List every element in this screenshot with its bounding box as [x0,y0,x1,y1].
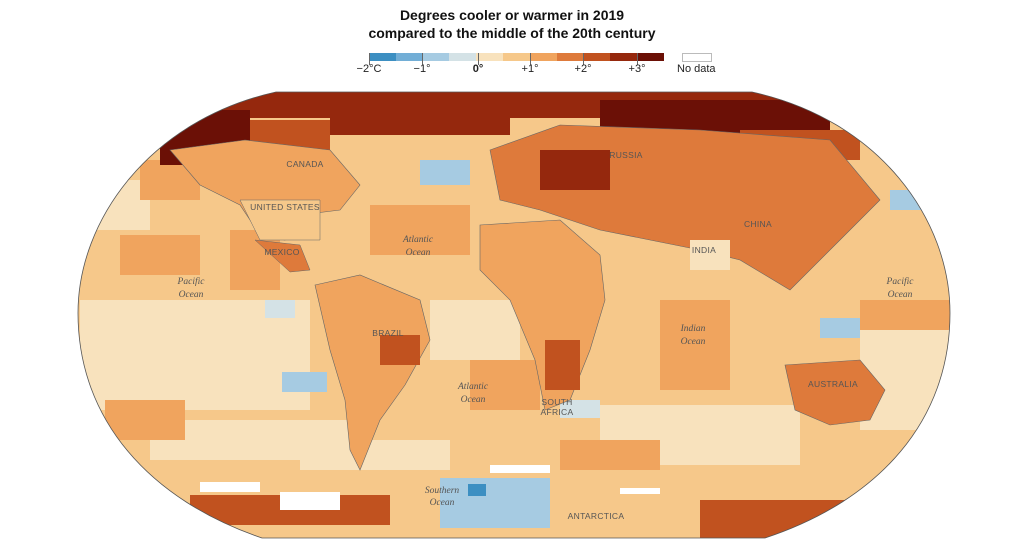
label-pacific-east-line2: Ocean [888,290,913,300]
temp-cell [545,340,580,390]
label-australia: AUSTRALIA [808,379,858,389]
no-data-cell [490,465,550,473]
temp-cell [560,440,660,470]
no-data-cell [620,488,660,494]
temp-cell [860,300,950,330]
label-atlantic-north-line2: Ocean [406,248,431,258]
legend: −2°C −1° 0° +1° +2° +3° No data [0,0,1024,80]
legend-tick [422,53,423,65]
temp-cell [660,300,730,390]
legend-label-zero: 0° [472,63,484,75]
label-indian-ocean-line1: Indian [680,324,706,334]
legend-label-plus2: +2° [574,63,592,75]
label-atlantic-north-line1: Atlantic [402,235,434,245]
legend-swatch [422,53,450,61]
legend-swatch [395,53,424,61]
label-indian-ocean-line2: Ocean [681,337,706,347]
legend-tick [369,53,370,65]
label-south-africa-line1: SOUTH [541,397,572,407]
temp-cell [78,92,950,118]
legend-label-plus1: +1° [521,63,539,75]
no-data-cell [280,492,340,510]
label-antarctica: ANTARCTICA [568,511,625,521]
label-mexico: MEXICO [264,247,299,257]
label-united-states: UNITED STATES [250,202,320,212]
legend-swatch [503,53,531,61]
legend-swatch [476,53,504,61]
landmass-mexico [254,239,311,273]
temp-cell [468,484,486,496]
legend-tick [583,53,584,65]
legend-swatch [449,53,477,61]
temp-cell [700,500,930,538]
temp-cell [380,335,420,365]
label-china: CHINA [744,219,772,229]
legend-swatch [583,53,611,61]
legend-tick [478,53,479,65]
chart-title: Degrees cooler or warmer in 2019 compare… [0,6,1024,42]
label-pacific-east-line1: Pacific [886,276,915,287]
label-south-africa-line2: AFRICA [541,407,574,417]
label-southern-ocean-line2: Ocean [430,498,455,508]
label-pacific-west-line1: Pacific [177,276,206,287]
temp-cell [690,240,730,270]
temp-cell [540,150,610,190]
label-atlantic-south-line1: Atlantic [457,382,489,392]
legend-label-minus2: −2°C [356,63,382,75]
label-canada: CANADA [286,159,323,169]
temp-cell [370,205,470,255]
temp-cell [430,300,520,360]
legend-swatch [637,53,665,61]
legend-label-plus3: +3° [628,63,646,75]
temp-cell [80,300,310,410]
legend-swatch [556,53,585,61]
legend-tick [530,53,531,65]
temp-cell [330,105,510,135]
temp-cell [282,372,327,392]
temp-cell [265,300,295,318]
map-body [78,92,950,538]
landmass-united-states [239,199,321,241]
temp-cell [120,235,200,275]
temp-cell [560,400,600,418]
legend-tick [637,53,638,65]
landmass-south-america [314,274,431,471]
temp-cell [820,318,860,338]
title-line-2: compared to the middle of the 20th centu… [368,25,656,41]
legend-swatch [610,53,638,61]
title-line-1: Degrees cooler or warmer in 2019 [399,7,625,23]
label-atlantic-south-line2: Ocean [461,395,486,405]
legend-swatch [529,53,558,61]
label-brazil: BRAZIL [372,328,404,338]
map-outline [77,91,951,539]
label-pacific-west-line2: Ocean [179,290,204,300]
legend-no-data-label: No data [677,63,716,75]
label-southern-ocean-line1: Southern [425,486,460,496]
temp-cell [420,160,470,185]
legend-label-minus1: −1° [413,63,431,75]
temp-cell [440,478,550,528]
temp-cell [470,360,540,410]
legend-no-data-swatch [682,53,712,62]
temp-cell [105,400,185,440]
temp-cell [300,440,450,470]
landmass-australia [784,359,886,426]
label-india: INDIA [692,245,716,255]
no-data-cell [200,482,260,492]
label-russia: RUSSIA [609,150,642,160]
legend-swatch [369,53,397,61]
